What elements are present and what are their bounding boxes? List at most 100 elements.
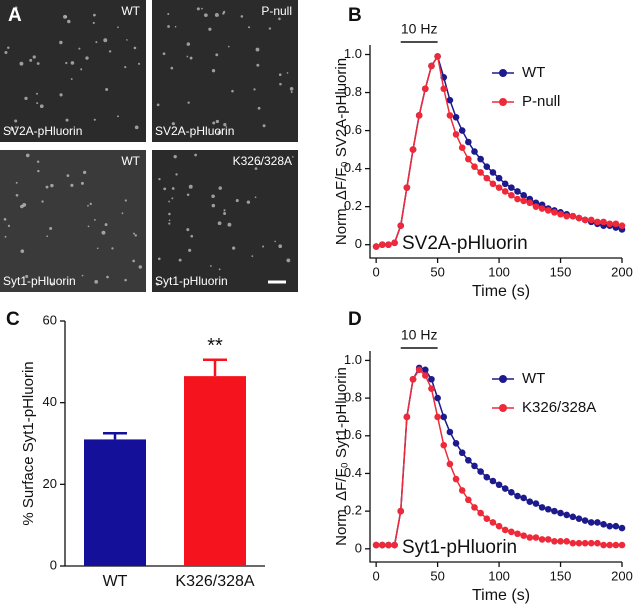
- data-point: [508, 184, 515, 191]
- puncta: [253, 88, 256, 91]
- data-point: [397, 507, 405, 515]
- puncta: [138, 265, 142, 269]
- data-point: [508, 488, 515, 496]
- data-point: [415, 366, 423, 374]
- data-point: [483, 473, 491, 481]
- puncta: [7, 224, 11, 227]
- puncta: [155, 282, 160, 286]
- puncta: [231, 89, 234, 93]
- data-point: [465, 138, 472, 146]
- data-point: [587, 519, 595, 526]
- axes: [369, 351, 622, 563]
- legend-marker: [499, 375, 507, 383]
- puncta: [96, 247, 99, 250]
- data-point: [551, 537, 558, 545]
- puncta: [168, 212, 171, 216]
- data-point: [458, 144, 466, 151]
- y-tick-label: 0.2: [344, 198, 362, 213]
- puncta: [190, 234, 194, 238]
- stimulus-label: 10 Hz: [401, 21, 438, 37]
- data-point: [422, 85, 429, 93]
- data-point: [428, 385, 435, 392]
- y-axis-label: % Surface Syt1-pHluorin: [20, 361, 37, 525]
- x-tick-label: 0: [373, 264, 380, 279]
- puncta: [124, 66, 127, 69]
- puncta: [218, 186, 222, 190]
- data-point: [544, 505, 552, 513]
- puncta: [188, 184, 193, 189]
- puncta: [121, 212, 124, 215]
- puncta: [19, 61, 24, 66]
- puncta: [258, 162, 262, 166]
- data-point: [581, 517, 589, 524]
- data-point: [372, 243, 380, 250]
- puncta: [59, 40, 63, 45]
- puncta: [170, 66, 174, 70]
- puncta: [111, 247, 114, 250]
- x-tick-label: K326/328A: [175, 573, 255, 590]
- puncta: [36, 62, 40, 65]
- data-point: [434, 394, 441, 402]
- puncta: [262, 245, 265, 248]
- axes: [369, 45, 622, 259]
- data-point: [440, 441, 448, 449]
- y-tick-label: 1.0: [344, 46, 362, 61]
- puncta: [81, 274, 84, 277]
- data-point: [477, 169, 484, 176]
- puncta: [212, 121, 216, 125]
- x-tick-label: 100: [488, 568, 510, 583]
- y-tick-label: 0: [355, 540, 362, 555]
- puncta: [286, 72, 289, 74]
- data-point: [618, 541, 626, 549]
- puncta: [174, 25, 177, 28]
- data-point: [409, 146, 417, 153]
- puncta: [15, 193, 19, 197]
- bar: [84, 439, 146, 566]
- puncta: [108, 50, 112, 53]
- data-point: [422, 372, 429, 379]
- data-point: [557, 537, 564, 545]
- puncta: [218, 268, 221, 271]
- data-point: [594, 519, 601, 526]
- data-point: [495, 184, 503, 191]
- y-tick-label: 0.4: [344, 160, 362, 175]
- data-point: [587, 539, 595, 547]
- data-point: [538, 504, 546, 511]
- data-point: [501, 188, 509, 195]
- data-point: [606, 220, 614, 228]
- panel-label: A: [8, 5, 22, 26]
- data-point: [452, 440, 460, 447]
- puncta: [274, 240, 276, 243]
- puncta: [133, 46, 137, 50]
- data-point: [563, 537, 570, 545]
- data-point: [372, 541, 380, 549]
- data-point: [397, 222, 405, 229]
- data-point: [520, 494, 527, 502]
- puncta: [215, 53, 219, 57]
- puncta: [246, 200, 251, 204]
- puncta: [25, 274, 29, 279]
- y-tick-label: 0: [355, 236, 362, 251]
- puncta: [254, 167, 258, 170]
- puncta: [289, 87, 294, 91]
- puncta: [14, 126, 17, 129]
- puncta: [45, 185, 49, 189]
- puncta: [70, 78, 73, 80]
- x-axis-label: Time (s): [472, 587, 530, 604]
- data-point: [446, 460, 454, 468]
- data-point: [501, 526, 509, 534]
- puncta: [7, 46, 10, 49]
- data-point: [612, 220, 620, 228]
- data-point: [440, 85, 448, 93]
- x-tick-label: 200: [611, 264, 633, 279]
- data-point: [557, 210, 564, 218]
- puncta: [167, 13, 170, 16]
- data-point: [477, 468, 484, 475]
- puncta: [103, 38, 108, 43]
- puncta: [194, 153, 197, 157]
- data-point: [385, 541, 392, 549]
- puncta: [4, 235, 7, 238]
- data-point: [618, 222, 626, 229]
- puncta: [186, 193, 190, 197]
- x-tick-label: 150: [550, 568, 572, 583]
